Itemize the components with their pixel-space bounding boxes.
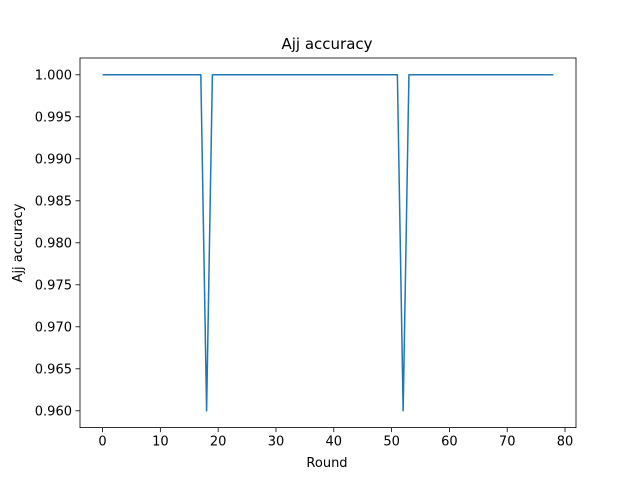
y-tick-label: 0.980 <box>35 236 72 251</box>
y-tick-label: 0.965 <box>35 362 72 377</box>
y-tick-label: 0.995 <box>35 110 72 125</box>
series-layer <box>102 74 554 412</box>
x-tick-label: 10 <box>152 435 169 450</box>
y-tick-label: 0.975 <box>35 278 72 293</box>
y-tick-label: 0.970 <box>35 320 72 335</box>
y-tick-label: 1.000 <box>35 68 72 83</box>
y-axis-ticks: 0.960 0.965 0.970 0.975 0.980 0.985 0.990 0.995… <box>35 68 80 419</box>
x-axis-ticks: 0 10 20 30 40 50 60 70 80 <box>98 427 574 450</box>
x-tick-label: 50 <box>383 435 400 450</box>
y-tick-label: 0.990 <box>35 152 72 167</box>
x-tick-label: 0 <box>98 435 106 450</box>
y-tick-label: 0.985 <box>35 194 72 209</box>
x-tick-label: 70 <box>499 435 516 450</box>
x-tick-label: 20 <box>210 435 227 450</box>
chart-title: Ajj accuracy <box>281 35 372 53</box>
x-tick-label: 80 <box>557 435 574 450</box>
x-tick-label: 60 <box>441 435 458 450</box>
x-tick-label: 30 <box>268 435 285 450</box>
y-axis-label: Ajj accuracy <box>11 203 26 282</box>
plot-area <box>80 58 576 428</box>
x-axis-label: Round <box>306 456 347 471</box>
y-tick-label: 0.960 <box>35 404 72 419</box>
x-tick-label: 40 <box>326 435 343 450</box>
series-line-0 <box>102 74 554 412</box>
